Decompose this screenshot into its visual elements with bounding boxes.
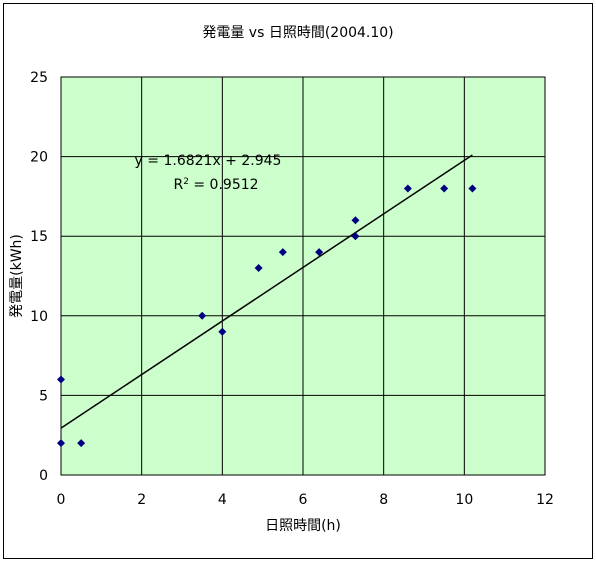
- y-axis-label: 発電量(kWh): [9, 234, 25, 318]
- x-tick-label: 10: [455, 492, 473, 508]
- x-tick-label: 0: [57, 492, 66, 508]
- data-point: [351, 232, 360, 241]
- data-point: [440, 184, 449, 193]
- data-point: [315, 248, 324, 257]
- data-point: [278, 248, 287, 257]
- trendline-r-squared: R2 = 0.9512: [173, 177, 258, 193]
- y-axis-tick-labels: 0 5 10 15 20 25: [30, 70, 48, 484]
- y-tick-label: 15: [30, 229, 48, 245]
- y-tick-label: 20: [30, 150, 48, 166]
- chart-title: 発電量 vs 日照時間(2004.10): [202, 25, 393, 41]
- data-point: [403, 184, 412, 193]
- x-axis-label: 日照時間(h): [265, 518, 341, 534]
- x-tick-label: 6: [299, 492, 308, 508]
- grid-lines: [61, 77, 545, 475]
- data-point: [468, 184, 477, 193]
- x-axis-tick-labels: 0 2 4 6 8 10 12: [57, 492, 554, 508]
- data-point: [218, 327, 227, 336]
- data-points: [57, 184, 477, 448]
- y-tick-label: 5: [39, 388, 48, 404]
- x-tick-label: 8: [379, 492, 388, 508]
- data-point: [77, 439, 86, 448]
- data-point: [351, 216, 360, 225]
- data-point: [198, 311, 207, 320]
- data-point: [254, 264, 263, 273]
- x-tick-label: 4: [218, 492, 227, 508]
- y-tick-label: 0: [39, 468, 48, 484]
- trendline-group: [60, 154, 473, 429]
- x-tick-label: 12: [536, 492, 554, 508]
- trendline-equation: y = 1.6821x + 2.945: [135, 153, 282, 169]
- y-tick-label: 25: [30, 70, 48, 86]
- trendline: [60, 154, 473, 429]
- y-tick-label: 10: [30, 309, 48, 325]
- data-point: [57, 439, 65, 448]
- data-point: [57, 375, 65, 384]
- x-tick-label: 2: [137, 492, 146, 508]
